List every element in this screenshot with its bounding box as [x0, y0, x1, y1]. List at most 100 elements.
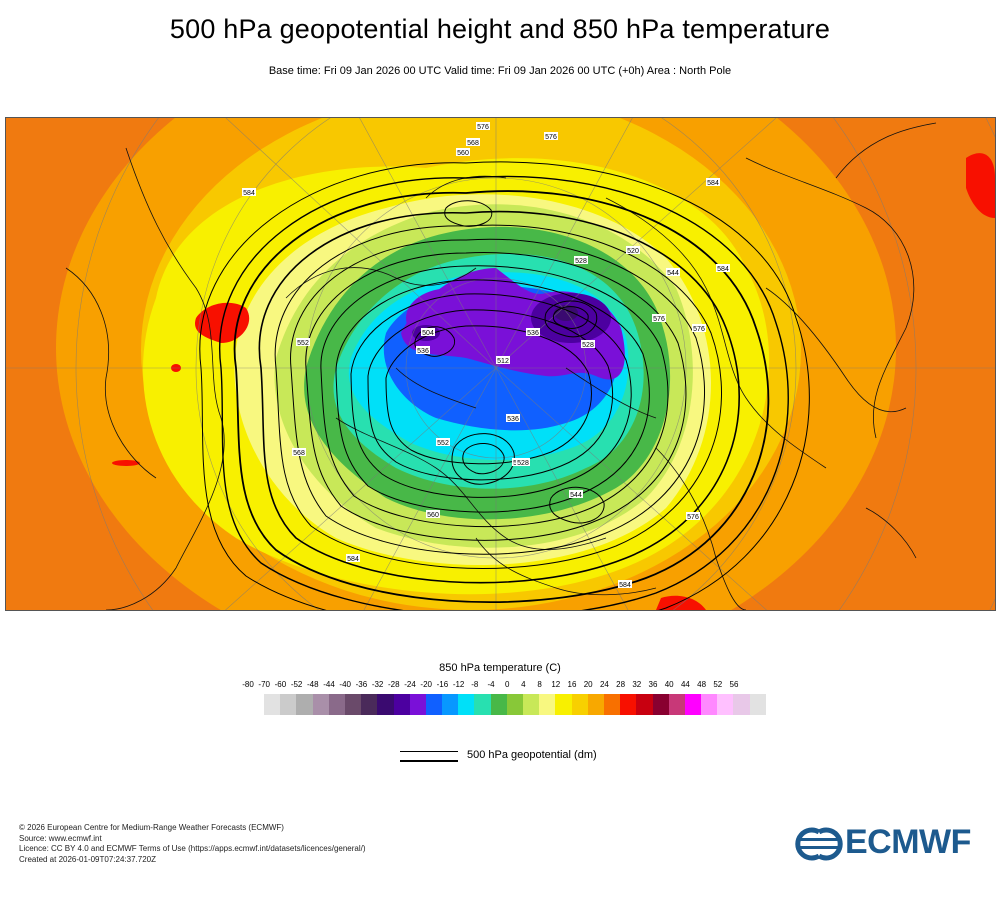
- colorbar-tick-label: 48: [697, 680, 707, 689]
- colorbar-swatch: [425, 694, 443, 715]
- colorbar-swatch: [587, 694, 604, 715]
- colorbar-swatch: [717, 694, 734, 715]
- chart-subtitle: Base time: Fri 09 Jan 2026 00 UTC Valid …: [268, 65, 732, 77]
- colorbar-tick-label: 0: [504, 680, 510, 689]
- geopotential-legend: 500 hPa geopotential (dm): [398, 748, 658, 768]
- colorbar-tick-label: -70: [258, 680, 270, 689]
- colorbar-swatch: [442, 694, 459, 715]
- contour-label: 576: [477, 124, 489, 131]
- colorbar-swatch: [684, 694, 702, 715]
- colorbar-swatch: [458, 694, 475, 715]
- colorbar-tick-label: -20: [420, 680, 432, 689]
- footer-created: Created at 2026-01-09T07:24:37.720Z: [19, 854, 156, 864]
- colorbar-tick-label: 28: [616, 680, 626, 689]
- colorbar-tick-label: -36: [355, 680, 368, 689]
- colorbar-swatch: [603, 694, 621, 715]
- colorbar-tick-label: 24: [599, 680, 609, 689]
- colorbar-tick-label: -48: [307, 680, 319, 689]
- contour-label: 560: [457, 150, 469, 157]
- colorbar-tick-label: -60: [274, 680, 287, 689]
- colorbar-swatch: [571, 694, 588, 715]
- colorbar-swatch: [312, 694, 329, 715]
- colorbar-swatch: [620, 694, 637, 715]
- colorbar-tick-label: 8: [537, 680, 542, 689]
- contour-label: 528: [517, 460, 529, 467]
- colorbar-swatch: [409, 694, 426, 715]
- colorbar-tick-label: -28: [388, 680, 400, 689]
- temp-warm-patch-east: [966, 153, 995, 218]
- contour-label: 536: [417, 348, 429, 355]
- colorbar-tick-label: -52: [290, 680, 303, 689]
- geopotential-legend-label: 500 hPa geopotential (dm): [467, 749, 597, 761]
- geopotential-contours: [199, 161, 810, 610]
- contour-label: 528: [582, 342, 594, 349]
- colorbar-swatch: [636, 694, 653, 715]
- contour-label: 576: [653, 316, 665, 323]
- colorbar-tick-label: -8: [471, 680, 479, 689]
- colorbar-tick-label: 20: [583, 680, 593, 689]
- contour-label: 552: [297, 340, 309, 347]
- colorbar-swatch: [264, 694, 281, 715]
- colorbar-tick-label: 4: [521, 680, 526, 689]
- contour-label: 512: [497, 358, 509, 365]
- colorbar-swatch: [733, 694, 750, 715]
- colorbar-tick-label: -44: [323, 680, 335, 689]
- colorbar-swatch: [296, 694, 313, 715]
- colorbar-tick-label: 44: [680, 680, 690, 689]
- colorbar-tick-label: 56: [729, 680, 739, 689]
- footer-copyright: © 2026 European Centre for Medium-Range …: [19, 823, 284, 832]
- contour-label: 528: [575, 258, 587, 265]
- footer-licence: Licence: CC BY 4.0 and ECMWF Terms of Us…: [19, 844, 366, 853]
- contour-label: 568: [293, 450, 305, 457]
- contour-label: 536: [527, 330, 539, 337]
- chart-title: 500 hPa geopotential height and 850 hPa …: [169, 14, 831, 44]
- colorbar-swatch: [377, 694, 394, 715]
- colorbar-tick-label: -16: [436, 680, 449, 689]
- colorbar-swatch: [523, 694, 540, 715]
- contour-label: 536: [507, 416, 519, 423]
- contour-label: 576: [687, 514, 699, 521]
- contour-label: 576: [545, 134, 557, 141]
- footer-source: Source: www.ecmwf.int: [19, 833, 102, 843]
- colorbar-swatch: [555, 694, 572, 715]
- colorbar-tick-label: -12: [452, 680, 465, 689]
- contour-label: 576: [693, 326, 705, 333]
- colorbar-tick-label: 16: [567, 680, 577, 689]
- footer-credits: © 2026 European Centre for Medium-Range …: [19, 823, 366, 865]
- temp-warm-patch-atlantic: [112, 460, 140, 466]
- contour-label: 584: [619, 582, 631, 589]
- geopotential-legend-line-thick: [400, 760, 458, 762]
- contour-label: 584: [707, 180, 719, 187]
- colorbar-tick-labels: -80 -70 -60 -52 -48 -44 -40 -36 -32 -28 -24 -20 -16-…: [240, 680, 760, 692]
- colorbar-swatch: [393, 694, 410, 715]
- colorbar-swatch: [539, 694, 556, 715]
- temp-warm-patch-south: [656, 595, 706, 610]
- contour-label: 552: [437, 440, 449, 447]
- colorbar-tick-label: 36: [648, 680, 658, 689]
- colorbar-tick-label: 52: [713, 680, 723, 689]
- geopotential-legend-line-thin: [400, 751, 458, 752]
- contour-label: 544: [667, 270, 679, 277]
- colorbar-swatch: [490, 694, 507, 715]
- contour-label: 584: [717, 266, 729, 273]
- contour-labels: 576 568 560 576 584 584 584 552 544 536: [242, 122, 730, 589]
- contour-label: 544: [570, 492, 582, 499]
- colorbar-swatch: [280, 694, 297, 715]
- contour-label: 584: [347, 556, 359, 563]
- colorbar-tick-label: -24: [404, 680, 416, 689]
- temperature-legend-title: 850 hPa temperature (C): [439, 662, 561, 674]
- colorbar-swatch: [344, 694, 362, 715]
- contour-label: 560: [427, 512, 439, 519]
- ecmwf-logo-text: ECMWF: [845, 823, 971, 861]
- colorbar-tick-label: 32: [632, 680, 642, 689]
- colorbar-tick-label: -4: [487, 680, 495, 689]
- colorbar-swatch: [328, 694, 345, 715]
- ecmwf-logo: ECMWF: [795, 823, 985, 864]
- colorbar-tick-label: -32: [371, 680, 384, 689]
- colorbar-swatch: [701, 694, 718, 715]
- colorbar-tick-label: 12: [551, 680, 561, 689]
- temperature-colorbar: [264, 694, 766, 715]
- contour-label: 504: [422, 330, 434, 337]
- map-panel: 576 568 560 576 584 584 584 552 544 536: [5, 117, 996, 611]
- contour-label: 520: [627, 248, 639, 255]
